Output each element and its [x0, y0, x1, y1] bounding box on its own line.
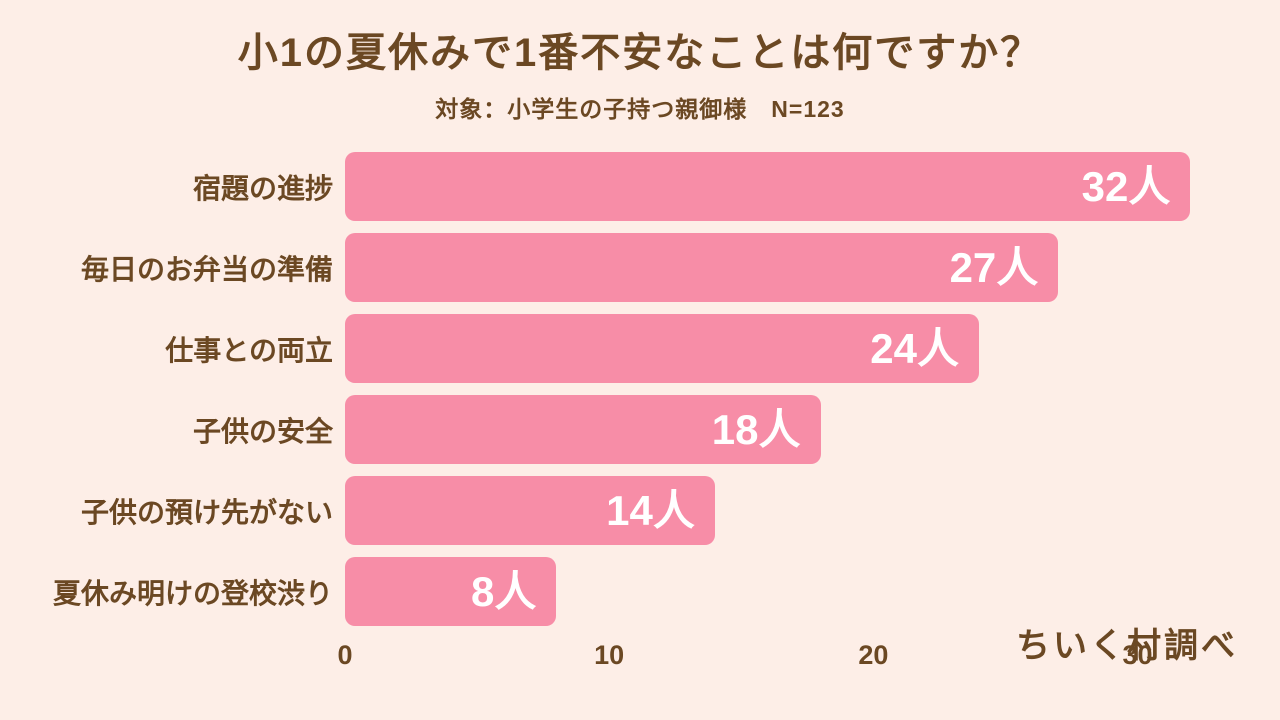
bar-row: 仕事との両立 24人 — [0, 308, 1230, 389]
value-label: 32人 — [1081, 162, 1171, 210]
category-label: 毎日のお弁当の準備 — [80, 253, 333, 285]
bar-chart: 宿題の進捗 32人 毎日のお弁当の準備 27人 仕事との両立 24人 子供の安全… — [0, 146, 1280, 678]
x-axis-track: 0 10 20 30 — [337, 640, 1230, 678]
category-label: 仕事との両立 — [165, 334, 333, 366]
bar: 24人 — [345, 314, 980, 383]
bar-track: 32人 — [345, 152, 1230, 221]
bar-row: 毎日のお弁当の準備 27人 — [0, 227, 1230, 308]
chart-title: 小1の夏休みで1番不安なことは何ですか？ — [237, 31, 1043, 75]
bar-track: 27人 — [345, 233, 1230, 302]
bar-track: 14人 — [345, 476, 1230, 545]
source-note: ちいく村調べ — [1016, 627, 1238, 665]
bar-row: 宿題の進捗 32人 — [0, 146, 1230, 227]
bar: 14人 — [345, 476, 715, 545]
bar-rows: 宿題の進捗 32人 毎日のお弁当の準備 27人 仕事との両立 24人 子供の安全… — [0, 146, 1230, 632]
category-label: 子供の安全 — [192, 415, 333, 447]
value-label: 27人 — [949, 243, 1039, 291]
bar: 32人 — [345, 152, 1191, 221]
bar-track: 8人 — [345, 557, 1230, 626]
category-label: 夏休み明けの登校渋り — [52, 577, 333, 609]
bar-track: 24人 — [345, 314, 1230, 383]
bar-row: 子供の安全 18人 — [0, 389, 1230, 470]
bar: 18人 — [345, 395, 821, 464]
x-axis-spacer — [0, 640, 345, 678]
x-tick-label: 10 — [594, 640, 625, 670]
value-label: 24人 — [870, 324, 960, 372]
category-label: 宿題の進捗 — [192, 172, 333, 204]
bar-track: 18人 — [345, 395, 1230, 464]
category-label: 子供の預け先がない — [80, 496, 333, 528]
bar-row: 夏休み明けの登校渋り 8人 — [0, 551, 1230, 632]
chart-subtitle: 対象：小学生の子持つ親御様 N=123 — [435, 96, 845, 122]
value-label: 8人 — [470, 567, 537, 615]
x-tick-label: 20 — [858, 640, 889, 670]
x-tick-label: 30 — [1122, 640, 1153, 670]
value-label: 18人 — [711, 405, 801, 453]
bar: 27人 — [345, 233, 1059, 302]
bar: 8人 — [345, 557, 557, 626]
x-tick-label: 0 — [337, 640, 353, 670]
x-axis: 0 10 20 30 — [0, 640, 1230, 678]
value-label: 14人 — [606, 486, 695, 534]
bar-row: 子供の預け先がない 14人 — [0, 470, 1230, 551]
